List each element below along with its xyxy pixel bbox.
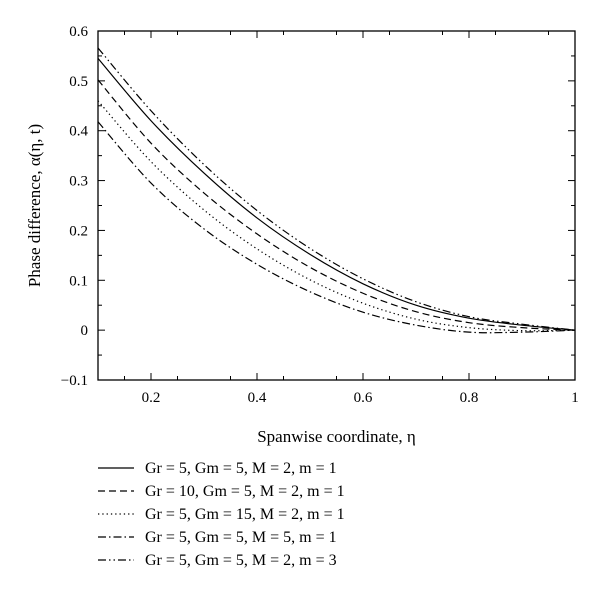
series-line-1 <box>97 58 576 331</box>
series-line-5 <box>97 47 576 331</box>
plot-frame <box>97 30 576 381</box>
axis-ticks <box>97 30 576 381</box>
plot-lines <box>97 47 576 334</box>
series-line-4 <box>97 121 576 334</box>
y-tick-label: 0.3 <box>69 174 88 190</box>
series-line-2 <box>97 79 576 331</box>
legend-label-3: Gr = 5, Gm = 15, M = 2, m = 1 <box>145 506 345 523</box>
y-tick-label: 0.4 <box>69 124 88 140</box>
x-tick-label: 0.4 <box>248 390 267 406</box>
y-tick-label: 0.6 <box>69 24 88 40</box>
series-line-3 <box>97 100 576 332</box>
x-tick-label: 0.8 <box>460 390 479 406</box>
x-tick-label: 0.2 <box>142 390 161 406</box>
y-tick-label: 0.1 <box>69 273 88 289</box>
x-axis-title: Spanwise coordinate, η <box>257 427 416 446</box>
legend-label-2: Gr = 10, Gm = 5, M = 2, m = 1 <box>145 483 345 500</box>
legend-label-4: Gr = 5, Gm = 5, M = 5, m = 1 <box>145 529 337 546</box>
y-tick-label: 0.5 <box>69 74 88 90</box>
legend-label-1: Gr = 5, Gm = 5, M = 2, m = 1 <box>145 460 337 477</box>
legend: Gr = 5, Gm = 5, M = 2, m = 1 Gr = 10, Gm … <box>98 460 345 569</box>
y-tick-label: 0.2 <box>69 223 88 239</box>
y-axis-title: Phase difference, α(η, t) <box>25 124 44 287</box>
x-tick-label: 0.6 <box>354 390 373 406</box>
x-tick-label: 1 <box>571 390 579 406</box>
tick-labels: −0.1 0 0.1 0.2 0.3 0.4 0.5 0.6 0.2 0.4 0.6 0.8 1 <box>61 24 579 406</box>
y-tick-label: −0.1 <box>61 373 88 389</box>
legend-label-5: Gr = 5, Gm = 5, M = 2, m = 3 <box>145 552 337 569</box>
y-tick-label: 0 <box>81 323 89 339</box>
